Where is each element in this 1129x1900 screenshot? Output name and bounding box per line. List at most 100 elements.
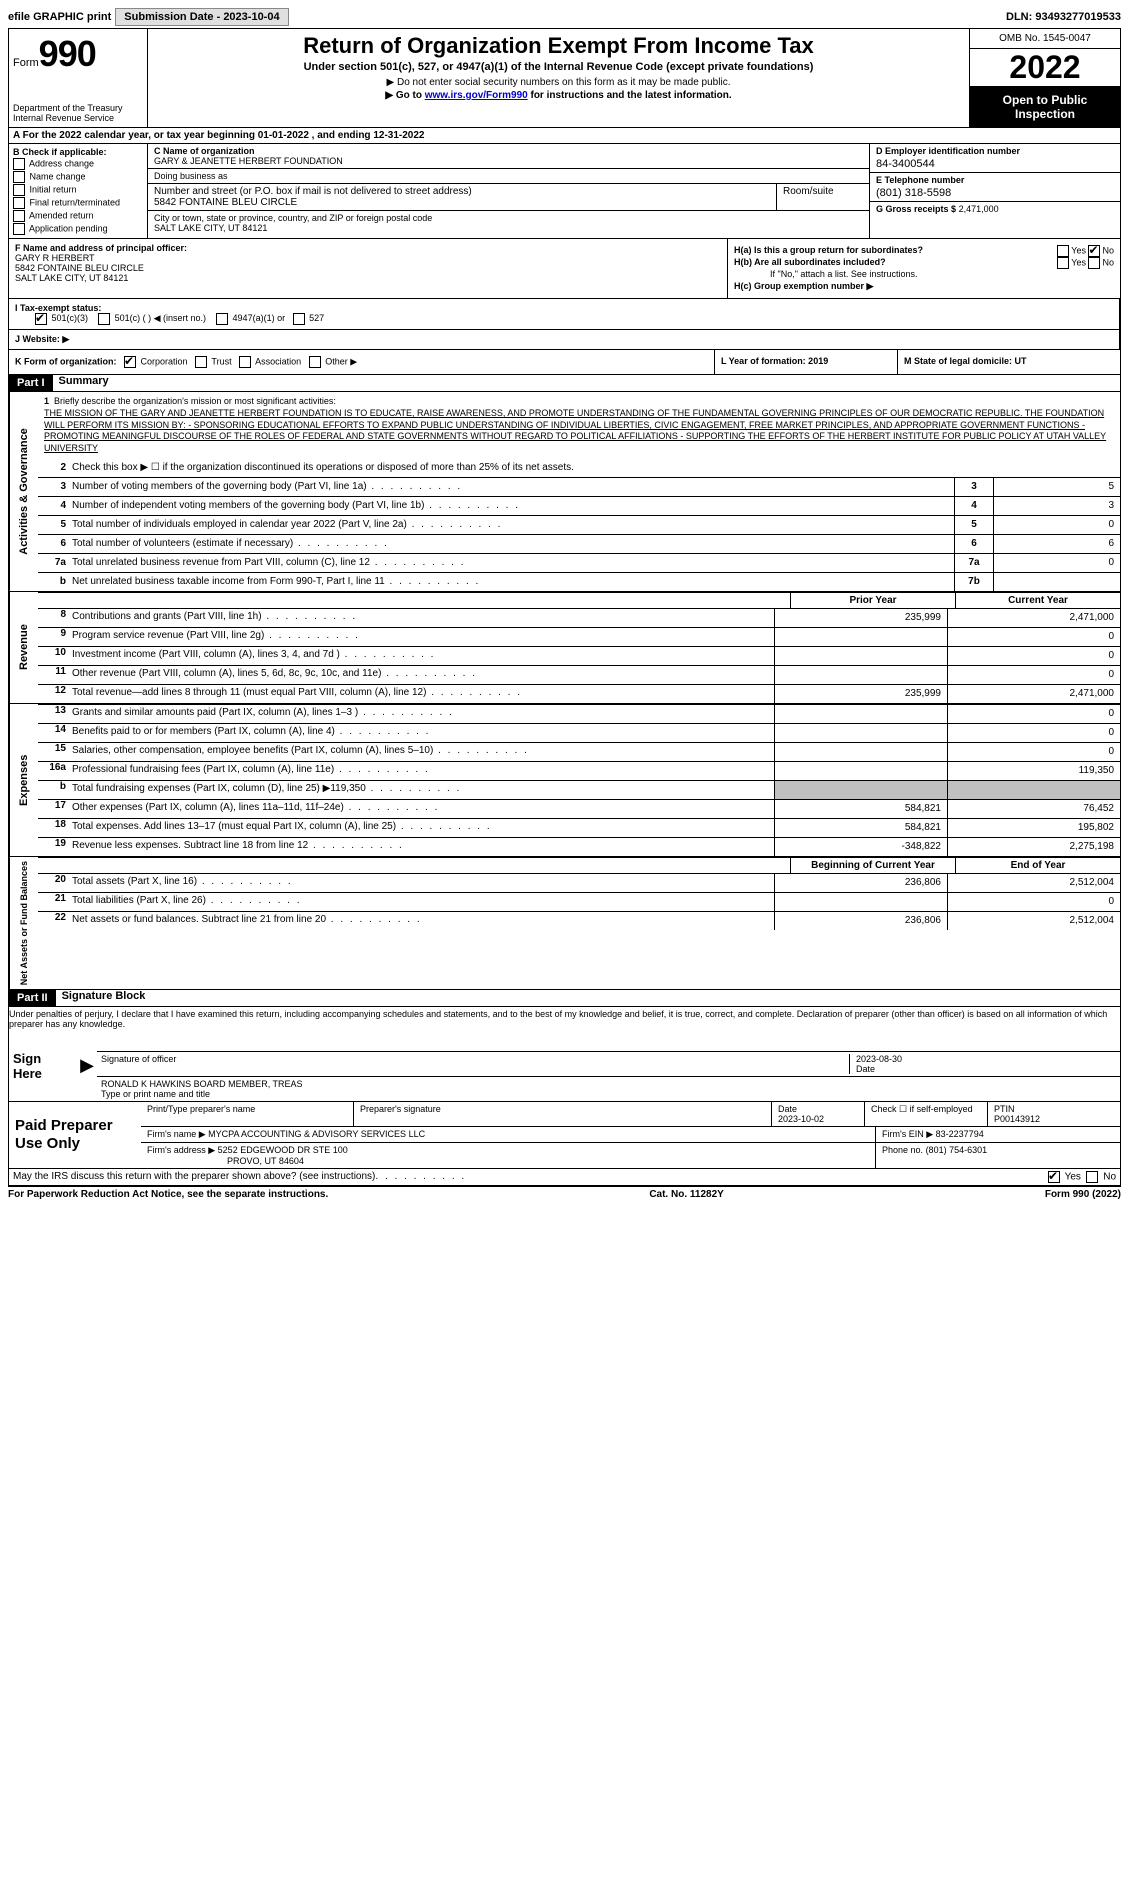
header-right: OMB No. 1545-0047 2022 Open to Public In… xyxy=(969,29,1120,127)
submission-date-button[interactable]: Submission Date - 2023-10-04 xyxy=(115,8,288,26)
vtab-activities: Activities & Governance xyxy=(9,392,38,591)
dept-label: Department of the Treasury xyxy=(13,103,143,113)
part2-header-row: Part II Signature Block xyxy=(9,990,1120,1007)
netassets-section: Net Assets or Fund Balances Beginning of… xyxy=(9,857,1120,990)
check-other[interactable] xyxy=(309,356,321,368)
summary-line: 11Other revenue (Part VIII, column (A), … xyxy=(38,665,1120,684)
summary-line: bTotal fundraising expenses (Part IX, co… xyxy=(38,780,1120,799)
row-fh: F Name and address of principal officer:… xyxy=(9,239,1120,299)
row-k: K Form of organization: Corporation Trus… xyxy=(9,350,1120,375)
section-b: B Check if applicable: Address change Na… xyxy=(9,144,148,238)
summary-line: 9Program service revenue (Part VIII, lin… xyxy=(38,627,1120,646)
summary-line: bNet unrelated business taxable income f… xyxy=(38,572,1120,591)
dln-label: DLN: 93493277019533 xyxy=(1006,11,1121,23)
part1-badge: Part I xyxy=(9,375,53,391)
check-association[interactable] xyxy=(239,356,251,368)
tax-year: 2022 xyxy=(970,49,1120,87)
check-4947[interactable] xyxy=(216,313,228,325)
check-corporation[interactable] xyxy=(124,356,136,368)
check-initial-return[interactable]: Initial return xyxy=(13,184,143,196)
summary-line: 10Investment income (Part VIII, column (… xyxy=(38,646,1120,665)
irs-label: Internal Revenue Service xyxy=(13,113,143,123)
check-527[interactable] xyxy=(293,313,305,325)
check-trust[interactable] xyxy=(195,356,207,368)
form-note2: ▶ Go to www.irs.gov/Form990 for instruct… xyxy=(152,90,965,101)
form-note1: ▶ Do not enter social security numbers o… xyxy=(152,77,965,88)
summary-line: 16aProfessional fundraising fees (Part I… xyxy=(38,761,1120,780)
mission-text: THE MISSION OF THE GARY AND JEANETTE HER… xyxy=(44,408,1114,455)
summary-line: 6Total number of volunteers (estimate if… xyxy=(38,534,1120,553)
sign-here-label: Sign Here xyxy=(9,1031,77,1101)
firm-ein: 83-2237794 xyxy=(936,1129,984,1139)
part1-title: Summary xyxy=(53,375,109,391)
check-501c3[interactable] xyxy=(35,313,47,325)
summary-line: 4Number of independent voting members of… xyxy=(38,496,1120,515)
top-bar: efile GRAPHIC print Submission Date - 20… xyxy=(8,8,1121,26)
summary-line: 7aTotal unrelated business revenue from … xyxy=(38,553,1120,572)
vtab-expenses: Expenses xyxy=(9,704,38,856)
efile-label: efile GRAPHIC print xyxy=(8,11,111,23)
vtab-revenue: Revenue xyxy=(9,592,38,703)
paid-preparer-row: Paid Preparer Use Only Print/Type prepar… xyxy=(9,1102,1120,1169)
expenses-section: Expenses 13Grants and similar amounts pa… xyxy=(9,704,1120,857)
part1-header-row: Part I Summary xyxy=(9,375,1120,392)
org-name: GARY & JEANETTE HERBERT FOUNDATION xyxy=(154,156,343,166)
discuss-no[interactable] xyxy=(1086,1171,1098,1183)
part2-badge: Part II xyxy=(9,990,56,1006)
open-public-badge: Open to Public Inspection xyxy=(970,87,1120,127)
org-city: SALT LAKE CITY, UT 84121 xyxy=(154,223,267,233)
form-title: Return of Organization Exempt From Incom… xyxy=(152,33,965,59)
section-h: H(a) Is this a group return for subordin… xyxy=(728,239,1120,298)
form-label: Form xyxy=(13,57,39,69)
row-i: I Tax-exempt status: 501(c)(3) 501(c) ( … xyxy=(9,299,1120,330)
check-application-pending[interactable]: Application pending xyxy=(13,223,143,235)
phone-value: (801) 318-5598 xyxy=(876,185,1114,199)
summary-line: 17Other expenses (Part IX, column (A), l… xyxy=(38,799,1120,818)
check-name-change[interactable]: Name change xyxy=(13,171,143,183)
signature-intro: Under penalties of perjury, I declare th… xyxy=(9,1007,1120,1031)
row-j: J Website: ▶ xyxy=(9,330,1120,350)
signature-arrow-icon: ▶ xyxy=(80,1055,94,1076)
summary-line: 5Total number of individuals employed in… xyxy=(38,515,1120,534)
summary-line: 22Net assets or fund balances. Subtract … xyxy=(38,911,1120,930)
discuss-yes[interactable] xyxy=(1048,1171,1060,1183)
firm-phone: (801) 754-6301 xyxy=(926,1145,988,1155)
sign-here-row: Sign Here ▶ Signature of officer 2023-08… xyxy=(9,1031,1120,1102)
omb-number: OMB No. 1545-0047 xyxy=(970,29,1120,49)
check-amended-return[interactable]: Amended return xyxy=(13,210,143,222)
org-address: 5842 FONTAINE BLEU CIRCLE xyxy=(154,197,297,208)
revenue-section: Revenue Prior Year Current Year 8Contrib… xyxy=(9,592,1120,704)
check-final-return[interactable]: Final return/terminated xyxy=(13,197,143,209)
footer-row: For Paperwork Reduction Act Notice, see … xyxy=(8,1187,1121,1202)
check-501c[interactable] xyxy=(98,313,110,325)
form-number: 990 xyxy=(39,33,96,74)
summary-line: 19Revenue less expenses. Subtract line 1… xyxy=(38,837,1120,856)
summary-line: 12Total revenue—add lines 8 through 11 (… xyxy=(38,684,1120,703)
header-left: Form990 Department of the Treasury Inter… xyxy=(9,29,148,127)
officer-name: RONALD K HAWKINS BOARD MEMBER, TREAS xyxy=(101,1079,303,1089)
form-container: Form990 Department of the Treasury Inter… xyxy=(8,28,1121,1187)
discuss-row: May the IRS discuss this return with the… xyxy=(9,1169,1120,1186)
info-grid: B Check if applicable: Address change Na… xyxy=(9,144,1120,239)
check-address-change[interactable]: Address change xyxy=(13,158,143,170)
vtab-netassets: Net Assets or Fund Balances xyxy=(9,857,38,989)
ptin-value: P00143912 xyxy=(994,1114,1040,1124)
ein-value: 84-3400544 xyxy=(876,156,1114,170)
form-header: Form990 Department of the Treasury Inter… xyxy=(9,29,1120,128)
section-c: C Name of organization GARY & JEANETTE H… xyxy=(148,144,869,238)
summary-line: 13Grants and similar amounts paid (Part … xyxy=(38,704,1120,723)
summary-line: 21Total liabilities (Part X, line 26)0 xyxy=(38,892,1120,911)
form-subtitle: Under section 501(c), 527, or 4947(a)(1)… xyxy=(152,61,965,73)
firm-name: MYCPA ACCOUNTING & ADVISORY SERVICES LLC xyxy=(208,1129,425,1139)
row-a: A For the 2022 calendar year, or tax yea… xyxy=(9,128,1120,144)
part2-title: Signature Block xyxy=(56,990,146,1006)
summary-line: 14Benefits paid to or for members (Part … xyxy=(38,723,1120,742)
summary-line: 20Total assets (Part X, line 16)236,8062… xyxy=(38,873,1120,892)
irs-link[interactable]: www.irs.gov/Form990 xyxy=(425,90,528,101)
activities-governance-section: Activities & Governance 1 Briefly descri… xyxy=(9,392,1120,592)
section-f: F Name and address of principal officer:… xyxy=(9,239,728,298)
section-d: D Employer identification number 84-3400… xyxy=(869,144,1120,238)
summary-line: 18Total expenses. Add lines 13–17 (must … xyxy=(38,818,1120,837)
summary-line: 8Contributions and grants (Part VIII, li… xyxy=(38,608,1120,627)
summary-line: 3Number of voting members of the governi… xyxy=(38,477,1120,496)
